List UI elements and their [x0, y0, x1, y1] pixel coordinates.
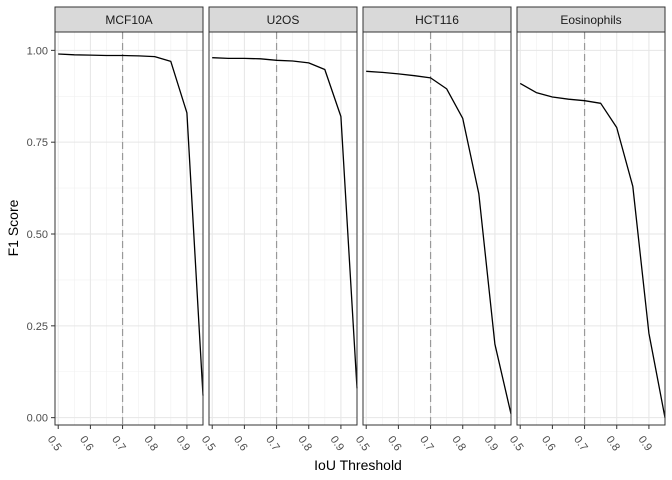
x-tick-label: 0.6 — [77, 434, 96, 453]
facet-panel-eosinophils: Eosinophils 0.5 0.6 0.7 0.8 0.9 — [507, 6, 666, 453]
y-tick-label: 0.25 — [27, 321, 48, 333]
strip-title: MCF10A — [105, 13, 152, 27]
x-tick-label: 0.7 — [571, 434, 590, 453]
panel-background — [209, 32, 357, 425]
x-tick-label: 0.5 — [199, 434, 218, 453]
x-axis-title: IoU Threshold — [314, 457, 402, 473]
strip-title: U2OS — [267, 13, 300, 27]
x-tick-label: 0.9 — [174, 434, 193, 453]
facet-panels: MCF10A 0.5 0.6 0.7 0.8 0.9 U2OS 0.5 0.6 0.7 0.8 0.9… — [45, 6, 666, 453]
x-tick-label: 0.7 — [417, 434, 436, 453]
series-line — [366, 70, 512, 415]
strip-background — [362, 6, 512, 33]
x-tick-label: 0.5 — [353, 434, 372, 453]
x-tick-label: 0.7 — [263, 434, 282, 453]
x-tick-label: 0.9 — [482, 434, 501, 453]
x-tick-label: 0.7 — [109, 434, 128, 453]
strip-background — [54, 6, 204, 33]
strip-title: Eosinophils — [560, 13, 621, 27]
x-tick-label: 0.5 — [45, 434, 64, 453]
strip-title: HCT116 — [415, 13, 459, 27]
panel-background — [517, 32, 665, 425]
x-tick-label: 0.6 — [385, 434, 404, 453]
panel-background — [363, 32, 511, 425]
x-tick-label: 0.6 — [231, 434, 250, 453]
facet-panel-mcf10a: MCF10A 0.5 0.6 0.7 0.8 0.9 — [45, 6, 204, 453]
panel-background — [55, 32, 203, 425]
y-tick-label: 1.00 — [27, 45, 48, 57]
facet-panel-hct116: HCT116 0.5 0.6 0.7 0.8 0.9 — [353, 6, 512, 453]
x-tick-label: 0.8 — [295, 434, 314, 453]
x-tick-label: 0.8 — [449, 434, 468, 453]
y-axis: 0.00 0.25 0.50 0.75 1.00 — [27, 45, 55, 425]
series-line — [519, 82, 666, 418]
x-tick-label: 0.5 — [507, 434, 526, 453]
y-tick-label: 0.75 — [27, 137, 48, 149]
x-tick-label: 0.9 — [636, 434, 655, 453]
y-tick-label: 0.00 — [27, 413, 48, 425]
y-tick-label: 0.50 — [27, 229, 48, 241]
x-tick-label: 0.8 — [603, 434, 622, 453]
x-tick-label: 0.8 — [141, 434, 160, 453]
series-line — [212, 57, 358, 389]
strip-background — [516, 6, 666, 33]
facet-panel-u2os: U2OS 0.5 0.6 0.7 0.8 0.9 — [199, 6, 358, 453]
series-line — [58, 53, 204, 396]
y-axis-title: F1 Score — [5, 199, 21, 256]
strip-background — [208, 6, 358, 33]
x-tick-label: 0.9 — [328, 434, 347, 453]
x-tick-label: 0.6 — [539, 434, 558, 453]
